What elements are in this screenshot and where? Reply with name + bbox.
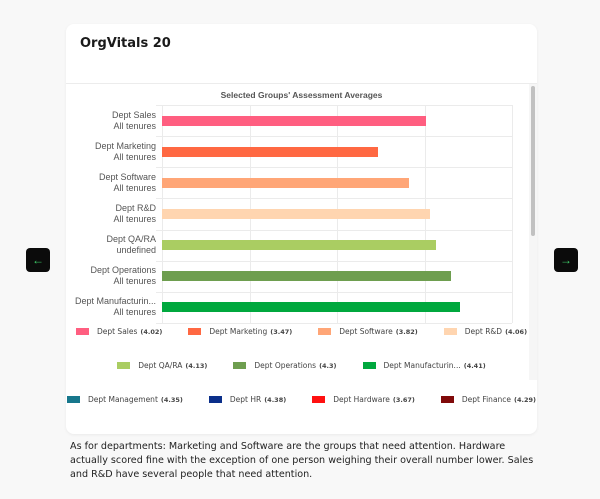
legend-label: Dept Manufacturin... — [383, 361, 461, 370]
bar[interactable] — [162, 302, 461, 313]
y-axis-label: Dept Sales All tenures — [111, 109, 156, 131]
gridline — [156, 291, 512, 293]
legend-label: Dept QA/RA — [138, 361, 183, 370]
gridline — [156, 105, 512, 106]
legend-swatch — [117, 362, 131, 369]
legend-item[interactable]: Dept HR (4.38) — [208, 395, 287, 404]
legend-swatch — [312, 396, 326, 403]
legend-swatch — [188, 328, 202, 335]
bar[interactable] — [162, 177, 409, 188]
gridline — [512, 105, 513, 323]
legend-value: (4.35) — [160, 395, 183, 404]
legend-value: (4.13) — [185, 361, 208, 370]
gridline — [156, 260, 512, 262]
legend-label: Dept Marketing — [209, 327, 268, 336]
legend-row: Dept Management (4.35) Dept HR (4.38) Dept H… — [66, 395, 537, 404]
legend-label: Dept HR — [229, 395, 262, 404]
bar[interactable] — [162, 240, 436, 251]
chart-title: Selected Groups' Assessment Averages — [220, 90, 383, 100]
legend-value: (3.47) — [270, 327, 293, 336]
gridline — [156, 323, 512, 324]
legend-item[interactable]: Dept Management (4.35) — [67, 395, 183, 404]
legend-item[interactable]: Dept Marketing (3.47) — [188, 327, 292, 336]
divider — [66, 83, 537, 84]
y-axis-label: Dept QA/RA undefined — [106, 234, 156, 256]
legend-value: (4.29) — [514, 395, 537, 404]
legend-swatch — [67, 396, 80, 403]
arrow-left-icon: ← — [32, 253, 44, 267]
legend-item[interactable]: Dept Software (3.82) — [318, 327, 418, 336]
legend-label: Dept Hardware — [333, 395, 390, 404]
legend-label: Dept Software — [339, 327, 393, 336]
legend-item[interactable]: Dept Sales (4.02) — [75, 327, 163, 336]
gridline — [156, 136, 512, 138]
legend-item[interactable]: Dept Finance (4.29) — [440, 395, 537, 404]
gridline — [156, 167, 512, 169]
legend-label: Dept R&D — [464, 327, 503, 336]
chart-container: Selected Groups' Assessment Averages Dep… — [66, 84, 537, 434]
y-axis-label: Dept Operations All tenures — [90, 265, 156, 287]
scrollbar-thumb[interactable] — [531, 86, 535, 236]
legend-swatch — [440, 396, 454, 403]
legend-swatch — [443, 328, 457, 335]
legend-label: Dept Operations — [254, 361, 317, 370]
legend-row: Dept QA/RA (4.13) Dept Operations (4.3) Dept… — [66, 361, 537, 370]
legend-value: (4.3) — [319, 361, 337, 370]
legend-value: (3.82) — [395, 327, 418, 336]
bar[interactable] — [162, 271, 451, 282]
legend-item[interactable]: Dept Manufacturin... (4.41) — [362, 361, 486, 370]
legend-swatch — [318, 328, 332, 335]
legend-label: Dept Finance — [461, 395, 512, 404]
card-title: OrgVitals 20 — [80, 36, 171, 51]
y-axis-labels: Dept Sales All tenures Dept Marketing All t… — [66, 105, 156, 323]
next-button[interactable]: → — [554, 248, 578, 272]
y-axis-label: Dept R&D All tenures — [113, 203, 156, 224]
legend-row: Dept Sales (4.02) Dept Marketing (3.47) Dept… — [66, 327, 537, 336]
legend-swatch — [362, 362, 376, 369]
previous-button[interactable]: ← — [26, 248, 50, 272]
bar[interactable] — [162, 209, 430, 219]
y-axis-label: Dept Marketing All tenures — [94, 140, 156, 162]
gridline — [156, 229, 512, 231]
legend-swatch — [233, 362, 247, 369]
legend-value: (4.06) — [505, 327, 528, 336]
legend-value: (4.38) — [264, 395, 287, 404]
arrow-right-icon: → — [560, 253, 572, 267]
legend-swatch — [75, 328, 89, 335]
y-axis-label: Dept Manufacturin... All tenures — [74, 296, 156, 318]
legend-item[interactable]: Dept QA/RA (4.13) — [117, 361, 207, 370]
legend-value: (4.02) — [140, 327, 163, 336]
gridline — [156, 198, 512, 200]
legend-label: Dept Management — [88, 395, 158, 404]
bar[interactable] — [162, 115, 427, 126]
legend-label: Dept Sales — [96, 327, 138, 336]
bar[interactable] — [162, 146, 379, 157]
y-axis-label: Dept Software All tenures — [98, 171, 156, 193]
legend-value: (3.67) — [392, 395, 415, 404]
legend-value: (4.41) — [463, 361, 486, 370]
legend-swatch — [208, 396, 222, 403]
legend-item[interactable]: Dept Hardware (3.67) — [312, 395, 415, 404]
caption-text: As for departments: Marketing and Softwa… — [70, 441, 534, 480]
chart-card: OrgVitals 20 Selected Groups' Assessment… — [66, 24, 537, 434]
legend-item[interactable]: Dept R&D (4.06) — [443, 327, 528, 336]
plot-area — [156, 105, 513, 324]
legend-item[interactable]: Dept Operations (4.3) — [233, 361, 337, 370]
